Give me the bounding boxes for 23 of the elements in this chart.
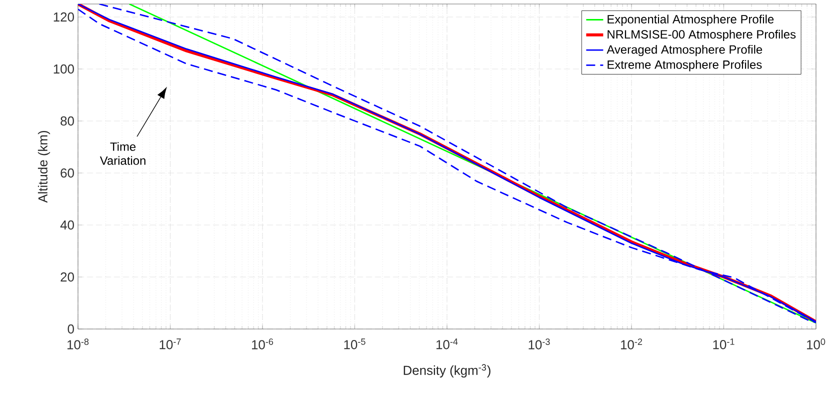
y-tick-label: 100 — [54, 64, 74, 74]
y-tick-label: 60 — [60, 168, 74, 178]
x-tick-label: 10$^{-4}$ — [436, 338, 458, 350]
x-tick-label: 10$^{-5}$ — [344, 338, 366, 350]
y-tick-label: 0 — [68, 324, 74, 334]
y-axis-title: Altitude (km) — [38, 130, 50, 203]
x-tick-label: 10$^{0}$ — [807, 338, 826, 350]
x-tick-label: 10$^{-1}$ — [713, 338, 734, 350]
legend-label: Averaged Atmosphere Profile — [606, 44, 762, 56]
y-tick-label: 40 — [60, 220, 74, 230]
y-tick-label: 20 — [60, 272, 74, 282]
x-tick-label: 10$^{-8}$ — [67, 338, 89, 350]
y-tick-label: 120 — [54, 12, 74, 22]
legend-label: Exponential Atmosphere Profile — [608, 14, 774, 26]
x-tick-label: 10$^{-6}$ — [252, 338, 274, 350]
x-axis-title: Density (kgm$^{-3}$) — [404, 364, 490, 378]
y-tick-label: 80 — [60, 116, 74, 126]
x-tick-label: 10$^{-2}$ — [621, 338, 642, 350]
x-tick-label: 10$^{-3}$ — [528, 338, 550, 350]
annotation: Time Variation — [100, 142, 146, 165]
legend-label: NRLMSISE-00 Atmosphere Profiles — [608, 30, 796, 41]
x-tick-label: 10$^{-7}$ — [160, 338, 181, 350]
legend-label: Extreme Atmosphere Profiles — [608, 60, 762, 72]
